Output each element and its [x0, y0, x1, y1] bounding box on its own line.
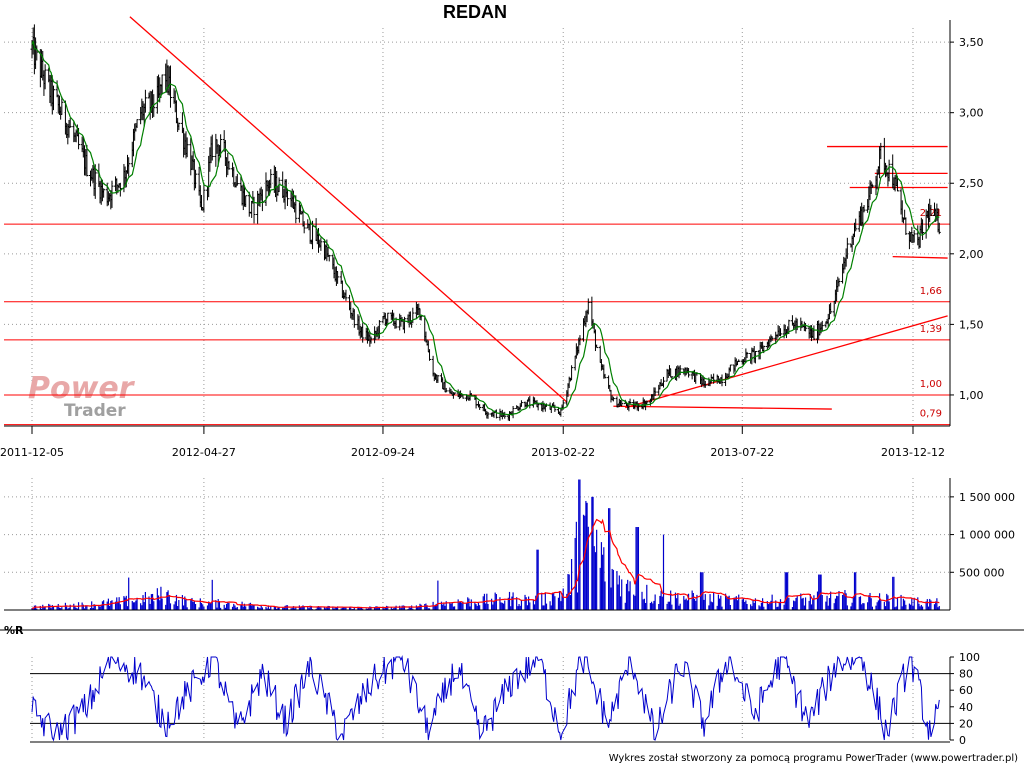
wr-ytick-label-2: 40	[959, 701, 973, 714]
grid-layer	[4, 28, 950, 740]
level-label-2: 1,39	[920, 324, 942, 335]
wr-ytick-label-0: 0	[959, 734, 966, 747]
level-label-4: 0,79	[920, 409, 942, 420]
price-xtick-label-1: 2012-04-27	[172, 446, 236, 459]
volume-layer	[31, 479, 940, 610]
williams-r-line	[31, 655, 940, 742]
price-xtick-label-5: 2013-12-12	[881, 446, 945, 459]
volume-ytick-label-0: 500 000	[959, 566, 1005, 579]
price-ytick-label-1: 1,50	[959, 318, 984, 331]
moving-average-layer	[31, 40, 940, 416]
wr-ytick-label-1: 20	[959, 717, 973, 730]
price-xtick-label-0: 2011-12-05	[0, 446, 64, 459]
watermark: Power Trader	[28, 371, 136, 421]
chart-credit: Wykres został stworzony za pomocą progra…	[608, 753, 1018, 764]
wr-ytick-label-3: 60	[959, 684, 973, 697]
price-ytick-label-0: 1,00	[959, 389, 984, 402]
trendline-6	[892, 255, 948, 259]
level-label-3: 1,00	[920, 379, 942, 390]
price-xtick-label-2: 2012-09-24	[351, 446, 415, 459]
price-xtick-label-4: 2013-07-22	[710, 446, 774, 459]
watermark-line-trader: Trader	[64, 401, 126, 421]
price-ytick-label-4: 3,00	[959, 107, 984, 120]
trendlines-layer	[129, 16, 948, 410]
trendline-2	[613, 405, 832, 410]
price-ytick-label-5: 3,50	[959, 36, 984, 49]
volume-average-line	[31, 518, 940, 609]
trendline-1	[625, 315, 948, 409]
chart-title: REDAN	[442, 2, 507, 22]
level-label-1: 1,66	[920, 286, 942, 297]
wr-ytick-label-5: 100	[959, 651, 980, 664]
watermark-line-power: Power	[28, 371, 136, 406]
wr-ytick-label-4: 80	[959, 668, 973, 681]
trendline-0	[129, 16, 568, 403]
volume-ytick-label-1: 1 000 000	[959, 529, 1015, 542]
moving-average-line	[31, 40, 940, 416]
price-xtick-label-3: 2013-02-22	[531, 446, 595, 459]
support-resistance-levels: 2,211,661,391,000,79	[4, 208, 950, 426]
price-bars-layer	[30, 24, 941, 422]
price-ytick-label-3: 2,50	[959, 177, 984, 190]
axes-layer: 1,00 1,50 2,00 2,50 3,00 3,50 500 000 1 000 000…	[0, 20, 1024, 747]
price-ytick-label-2: 2,00	[959, 248, 984, 261]
volume-ytick-label-2: 1 500 000	[959, 491, 1015, 504]
williams-r-layer	[30, 655, 950, 742]
